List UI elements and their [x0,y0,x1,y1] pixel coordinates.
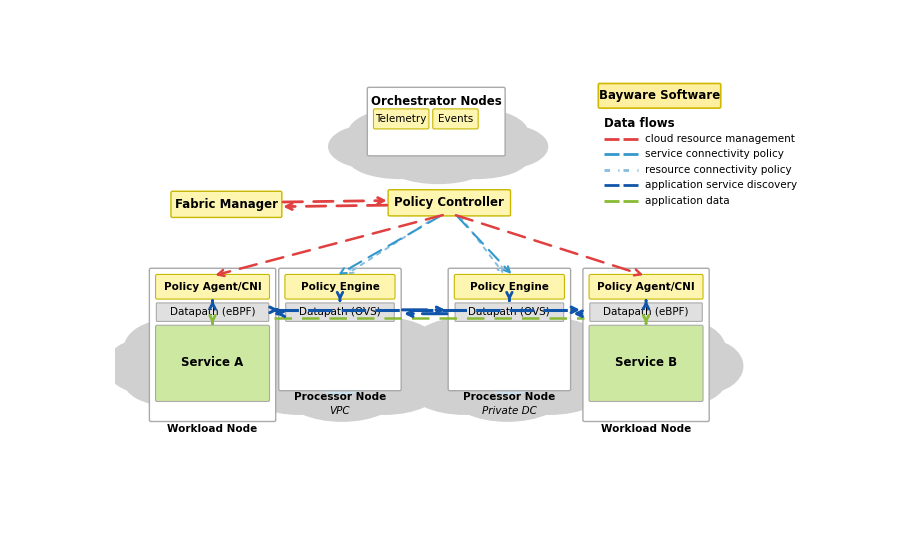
Text: Bayware Software: Bayware Software [598,89,720,102]
Ellipse shape [396,325,619,415]
Text: Private DC: Private DC [482,406,536,416]
Ellipse shape [292,312,392,370]
Ellipse shape [530,339,630,401]
Ellipse shape [393,105,483,147]
FancyBboxPatch shape [590,303,702,321]
Text: Policy Agent/CNI: Policy Agent/CNI [164,282,261,292]
Text: Processor Node: Processor Node [464,392,555,402]
Ellipse shape [328,124,418,169]
Text: application data: application data [644,196,729,206]
FancyBboxPatch shape [367,87,505,156]
Text: Events: Events [438,114,473,124]
FancyBboxPatch shape [149,269,275,421]
Ellipse shape [634,357,725,406]
Ellipse shape [327,359,443,415]
Ellipse shape [191,319,283,378]
Ellipse shape [407,359,523,415]
Text: Data flows: Data flows [604,117,674,130]
Ellipse shape [221,338,301,394]
Ellipse shape [219,339,320,401]
FancyBboxPatch shape [156,275,269,299]
Ellipse shape [491,359,608,415]
Ellipse shape [164,315,243,366]
FancyBboxPatch shape [285,275,395,299]
Text: Telemetry: Telemetry [375,114,427,124]
Ellipse shape [284,367,400,422]
Ellipse shape [364,339,464,401]
FancyBboxPatch shape [454,275,564,299]
Ellipse shape [600,363,692,412]
FancyBboxPatch shape [171,191,282,218]
Ellipse shape [230,325,454,415]
Ellipse shape [338,114,538,179]
Text: Processor Node: Processor Node [293,392,386,402]
Text: cloud resource management: cloud resource management [644,134,795,144]
FancyBboxPatch shape [455,303,563,321]
Ellipse shape [549,338,628,394]
FancyBboxPatch shape [374,109,429,129]
Text: resource connectivity policy: resource connectivity policy [644,165,791,175]
Text: Service B: Service B [615,357,677,369]
Text: Service A: Service A [182,357,244,369]
Ellipse shape [607,315,686,366]
FancyBboxPatch shape [448,269,571,391]
Ellipse shape [407,317,523,384]
Text: Datapath (eBPF): Datapath (eBPF) [603,307,688,317]
Ellipse shape [424,139,528,179]
Ellipse shape [566,357,659,406]
Text: service connectivity policy: service connectivity policy [644,149,783,159]
Text: Datapath (eBPF): Datapath (eBPF) [170,307,256,317]
Text: Orchestrator Nodes: Orchestrator Nodes [371,95,501,107]
Text: Policy Engine: Policy Engine [470,282,549,292]
Ellipse shape [386,144,490,184]
Ellipse shape [491,317,608,384]
Ellipse shape [348,109,452,157]
Ellipse shape [449,367,565,422]
FancyBboxPatch shape [433,109,478,129]
Ellipse shape [634,319,725,378]
Text: Policy Agent/CNI: Policy Agent/CNI [598,282,695,292]
Text: Datapath (OVS): Datapath (OVS) [469,307,550,317]
Ellipse shape [384,339,485,401]
Ellipse shape [123,319,216,378]
Text: Fabric Manager: Fabric Manager [175,198,278,211]
Ellipse shape [348,139,452,179]
Ellipse shape [458,124,548,169]
Ellipse shape [191,357,283,406]
FancyBboxPatch shape [157,303,269,321]
FancyBboxPatch shape [279,269,401,391]
FancyBboxPatch shape [590,275,703,299]
Ellipse shape [664,338,743,394]
FancyBboxPatch shape [156,326,269,402]
Text: Workload Node: Workload Node [601,424,691,434]
Text: Policy Controller: Policy Controller [394,196,504,209]
Ellipse shape [106,338,185,394]
Ellipse shape [557,326,734,406]
Ellipse shape [454,276,565,395]
Text: Workload Node: Workload Node [167,424,257,434]
FancyBboxPatch shape [583,269,709,421]
Ellipse shape [457,312,558,370]
FancyBboxPatch shape [388,190,510,216]
Text: Datapath (OVS): Datapath (OVS) [299,307,381,317]
Text: application service discovery: application service discovery [644,180,796,190]
Ellipse shape [566,319,659,378]
Ellipse shape [284,276,396,395]
Ellipse shape [123,357,216,406]
Ellipse shape [158,363,249,412]
FancyBboxPatch shape [285,303,394,321]
Ellipse shape [241,359,357,415]
Text: Policy Engine: Policy Engine [301,282,380,292]
Ellipse shape [327,317,443,384]
FancyBboxPatch shape [590,326,703,402]
Text: VPC: VPC [329,406,350,416]
Ellipse shape [241,317,357,384]
Ellipse shape [115,326,292,406]
Ellipse shape [424,109,528,157]
FancyBboxPatch shape [598,83,721,108]
